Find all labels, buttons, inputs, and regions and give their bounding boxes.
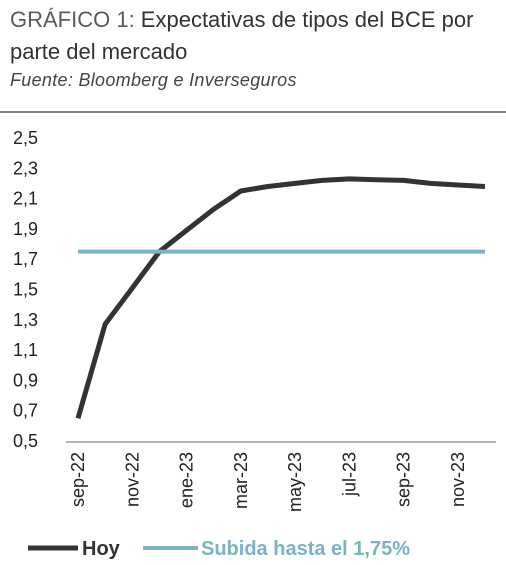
x-tick-label: nov-23 (448, 452, 468, 507)
y-tick-label: 1,1 (13, 340, 38, 360)
y-tick-label: 1,3 (13, 310, 38, 330)
y-tick-label: 2,1 (13, 189, 38, 209)
y-tick-label: 2,3 (13, 158, 38, 178)
y-tick-label: 0,5 (13, 431, 38, 451)
title-prefix: GRÁFICO 1: (10, 7, 141, 32)
x-tick-label: jul-23 (339, 452, 359, 497)
series-line-hoy (75, 176, 486, 419)
header-divider (0, 111, 506, 113)
x-tick-label: ene-23 (177, 452, 197, 508)
x-tick-label: may-23 (285, 452, 305, 512)
chart-title: GRÁFICO 1: Expectativas de tipos del BCE… (10, 4, 500, 68)
chart-source: Fuente: Bloomberg e Inverseguros (10, 70, 297, 90)
title-main: Expectativas de tipos del BCE por parte … (10, 7, 474, 64)
x-tick-label: sep-23 (394, 452, 414, 507)
x-tick-label: mar-23 (231, 452, 251, 509)
chart-header: GRÁFICO 1: Expectativas de tipos del BCE… (10, 4, 500, 91)
y-tick-label: 2,5 (13, 128, 38, 148)
y-tick-label: 1,9 (13, 219, 38, 239)
legend-label-subida: Subida hasta el 1,75% (201, 538, 410, 560)
y-tick-label: 0,7 (13, 401, 38, 421)
y-tick-label: 0,9 (13, 370, 38, 390)
x-tick-label: nov-22 (122, 452, 142, 507)
y-tick-label: 1,5 (13, 280, 38, 300)
x-tick-label: sep-22 (68, 452, 88, 507)
y-tick-label: 1,7 (13, 249, 38, 269)
legend-label-hoy: Hoy (82, 538, 121, 560)
